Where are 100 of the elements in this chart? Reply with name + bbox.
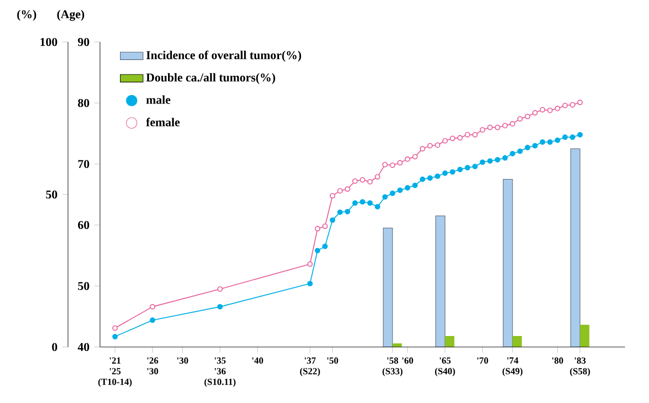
point — [397, 160, 403, 166]
x-tick-label: '40 — [252, 357, 264, 364]
point — [307, 280, 313, 286]
bar — [382, 228, 393, 347]
point — [150, 317, 156, 323]
point — [457, 166, 463, 172]
point — [374, 174, 380, 180]
point — [494, 156, 500, 162]
bar — [570, 148, 580, 347]
x-tick-label: '30 — [177, 357, 188, 364]
point — [382, 194, 388, 200]
point — [577, 132, 583, 138]
x-tick-label: '60 — [402, 357, 414, 364]
point — [360, 199, 366, 205]
legend-label: male — [146, 95, 170, 104]
point — [517, 148, 523, 154]
point — [480, 127, 486, 133]
point — [344, 208, 350, 214]
point — [524, 144, 530, 150]
bar — [512, 336, 522, 347]
point — [510, 121, 516, 126]
bar — [435, 216, 446, 347]
point — [330, 192, 336, 198]
point — [532, 110, 538, 116]
legend-label: female — [146, 118, 180, 126]
point — [397, 187, 403, 193]
point — [217, 286, 223, 292]
point — [217, 304, 223, 310]
x-tick-label: '50 — [327, 357, 338, 364]
x-tick-label: '21 '25 (T10-14) — [98, 357, 132, 387]
point — [472, 132, 478, 138]
point — [442, 170, 448, 176]
point — [374, 204, 380, 210]
point — [517, 116, 523, 122]
point — [540, 106, 546, 112]
point — [487, 158, 493, 164]
point — [547, 108, 553, 114]
point — [524, 114, 530, 120]
x-tick-label: '70 — [477, 357, 488, 364]
point — [390, 162, 396, 168]
point — [464, 132, 470, 138]
point — [464, 164, 470, 170]
y2-tick-label: 0 — [52, 342, 58, 352]
point — [307, 261, 313, 267]
x-tick-label: '26 '30 — [147, 357, 158, 374]
point — [487, 124, 493, 130]
point — [450, 136, 456, 142]
point — [390, 190, 396, 196]
point — [502, 155, 508, 161]
point — [412, 154, 418, 160]
point — [112, 334, 118, 340]
point — [570, 134, 576, 140]
point — [427, 175, 433, 181]
point — [434, 173, 440, 179]
point — [330, 217, 336, 223]
y2-axis-title: (%) — [17, 10, 36, 21]
x-tick-label: '80 — [552, 357, 564, 364]
point — [457, 135, 463, 141]
point — [420, 146, 426, 152]
legend-label: Double ca./all tumors(%) — [146, 73, 276, 84]
y-tick-label: 60 — [78, 220, 90, 230]
y2-tick-label: 50 — [46, 190, 58, 199]
point — [314, 248, 320, 254]
y-tick-label: 90 — [78, 38, 90, 46]
point — [562, 102, 568, 108]
point — [540, 139, 546, 145]
y-tick-label: 50 — [78, 282, 90, 290]
point — [532, 142, 538, 148]
point — [480, 159, 486, 165]
point — [367, 178, 373, 184]
point — [547, 139, 553, 145]
point — [502, 122, 508, 128]
point — [360, 177, 366, 183]
point — [112, 325, 118, 331]
y2-tick-label: 100 — [40, 38, 58, 46]
point — [420, 176, 426, 182]
point — [450, 169, 456, 175]
bar — [580, 324, 590, 347]
legend-label: Incidence of overall tumor(%) — [146, 50, 302, 62]
point — [442, 138, 448, 144]
point — [314, 226, 320, 232]
point — [510, 150, 516, 156]
y-tick-label: 70 — [78, 160, 90, 168]
point — [150, 304, 156, 310]
point — [322, 244, 328, 250]
point — [554, 137, 560, 143]
point — [337, 188, 343, 194]
point — [554, 106, 560, 112]
point — [562, 134, 568, 140]
x-tick-label: '37 (S22) — [300, 357, 320, 376]
y-axis-title: (Age) — [57, 10, 84, 21]
point — [434, 142, 440, 148]
point — [404, 185, 410, 191]
point — [404, 156, 410, 162]
point — [367, 200, 373, 206]
point — [352, 178, 358, 184]
point — [412, 182, 418, 188]
x-tick-label: '65 (S40) — [435, 357, 455, 376]
point — [337, 209, 343, 215]
point — [570, 102, 576, 108]
